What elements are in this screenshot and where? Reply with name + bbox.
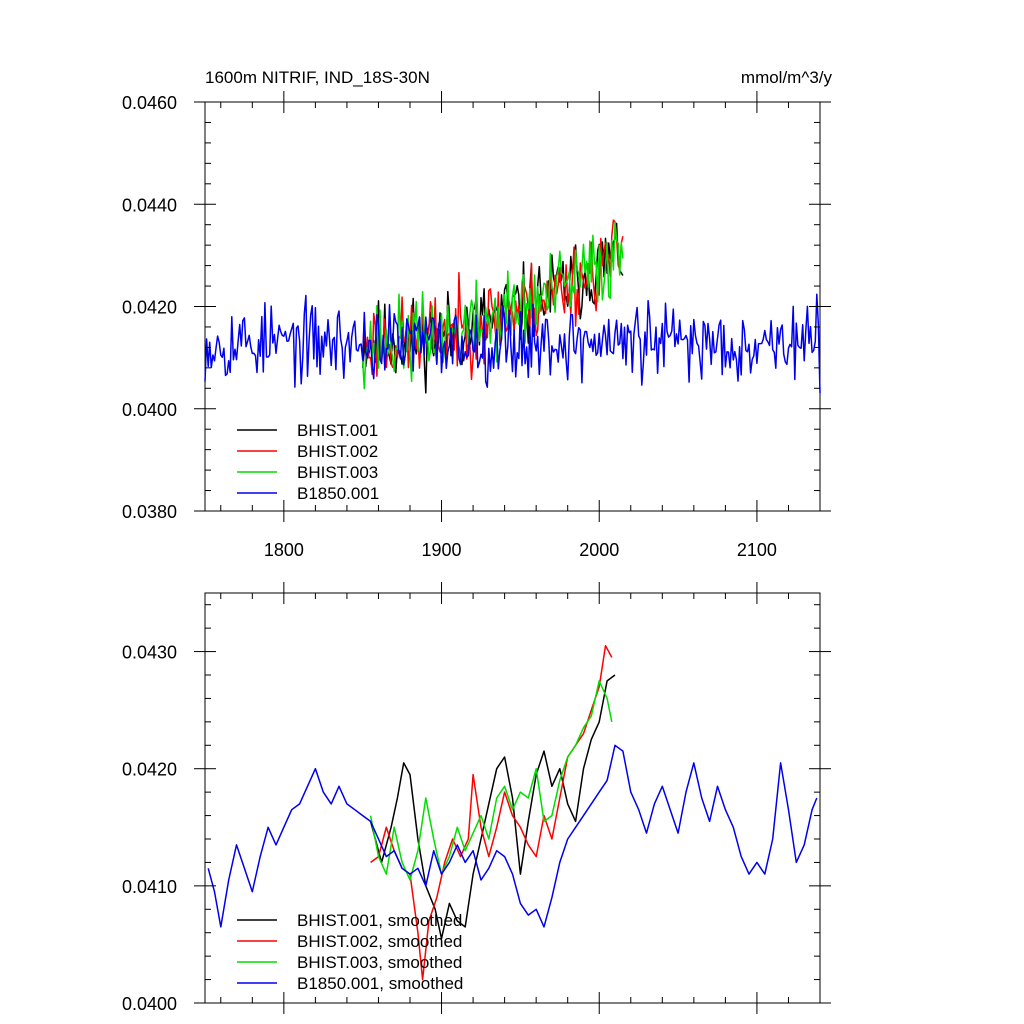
series-line-1-2: [369, 680, 613, 881]
y-tick-label: 0.0380: [122, 502, 177, 522]
x-tick-label: 1800: [264, 540, 304, 560]
bottom-plot-area: 0.0400 0.0410 0.0420 0.0430: [122, 582, 831, 1014]
y-tick-label: 0.0420: [122, 298, 177, 318]
series-line-1-3: [207, 744, 818, 928]
top-legend: BHIST.001 BHIST.002 BHIST.003 B1850.001: [237, 421, 379, 503]
x-tick-label: 1900: [422, 540, 462, 560]
top-plot-area: 1800 1900 2000 2100 0.0380 0.0400 0.0420 0.0440…: [122, 91, 831, 560]
series-line-1-0: [369, 674, 616, 940]
legend-label: BHIST.002: [297, 442, 378, 461]
legend-label: B1850.001, smoothed: [297, 974, 463, 993]
y-tick-label: 0.0460: [122, 93, 177, 113]
legend-label: BHIST.003: [297, 463, 378, 482]
top-title: 1600m NITRIF, IND_18S-30N: [205, 68, 430, 87]
series-line-0-3: [204, 293, 821, 394]
top-units: mmol/m^3/y: [741, 68, 833, 87]
y-tick-label: 0.0410: [122, 877, 177, 897]
x-tick-label: 2100: [737, 540, 777, 560]
plot-frame: [204, 592, 821, 1004]
bottom-panel: 0.0400 0.0410 0.0420 0.0430 BHIST.001, smoo…: [122, 582, 831, 1014]
y-tick-label: 0.0430: [122, 643, 177, 663]
x-tick-label: 2000: [579, 540, 619, 560]
y-tick-label: 0.0420: [122, 760, 177, 780]
bottom-legend: BHIST.001, smoothed BHIST.002, smoothed BH…: [237, 911, 463, 993]
legend-label: BHIST.001: [297, 421, 378, 440]
y-tick-label: 0.0440: [122, 195, 177, 215]
legend-label: B1850.001: [297, 484, 379, 503]
legend-label: BHIST.002, smoothed: [297, 932, 462, 951]
legend-label: BHIST.001, smoothed: [297, 911, 462, 930]
top-panel: 1600m NITRIF, IND_18S-30N mmol/m^3/y 180…: [122, 68, 833, 560]
legend-label: BHIST.003, smoothed: [297, 953, 462, 972]
y-tick-label: 0.0400: [122, 994, 177, 1014]
y-tick-label: 0.0400: [122, 400, 177, 420]
